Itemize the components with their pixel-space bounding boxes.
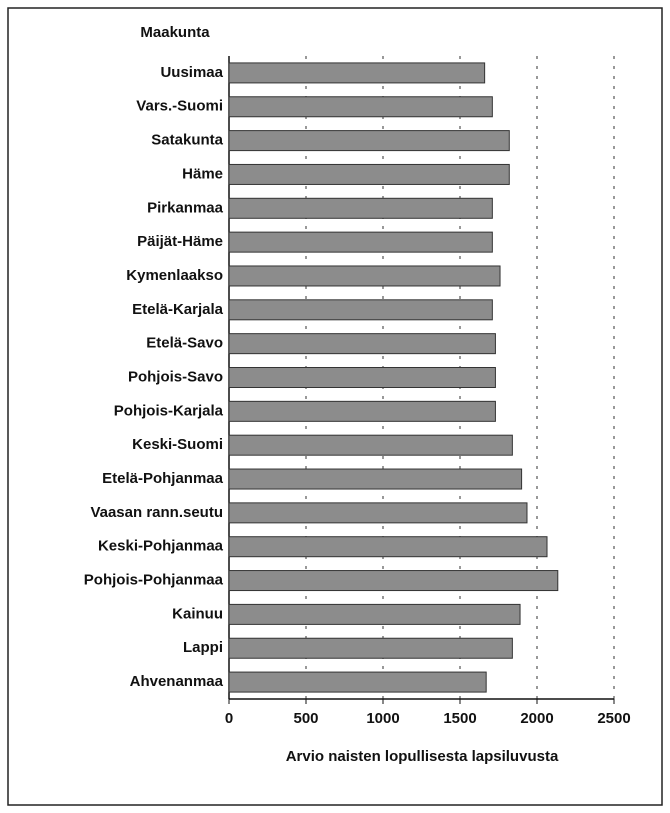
y-tick-label: Pirkanmaa (147, 199, 224, 216)
bar (228, 502, 528, 524)
bar (228, 603, 521, 625)
y-tick-label: Satakunta (151, 132, 223, 149)
bar (228, 163, 510, 185)
bar (228, 265, 501, 287)
bar (228, 570, 559, 592)
y-tick-label: Pohjois-Savo (128, 368, 223, 385)
y-tick-label: Etelä-Pohjanmaa (102, 470, 224, 487)
bar (228, 96, 493, 118)
x-tick-label: 1000 (366, 710, 399, 727)
bar (228, 333, 496, 355)
y-tick-label: Keski-Suomi (132, 436, 223, 453)
y-tick-label: Päijät-Häme (137, 233, 223, 250)
x-tick-label: 500 (293, 710, 318, 727)
y-tick-label: Häme (182, 165, 223, 182)
y-tick-label: Uusimaa (160, 64, 223, 81)
bar (228, 400, 496, 422)
bar (228, 468, 523, 490)
y-axis-label: Maakunta (140, 24, 210, 41)
y-tick-label: Vars.-Suomi (136, 98, 223, 115)
x-tick-label: 0 (225, 710, 233, 727)
y-tick-label: Ahvenanmaa (130, 673, 224, 690)
bar (228, 434, 513, 456)
x-tick-label: 1500 (443, 710, 476, 727)
bar (228, 299, 493, 321)
bar (228, 231, 493, 253)
x-tick-label: 2000 (520, 710, 553, 727)
y-tick-label: Etelä-Savo (146, 335, 223, 352)
y-tick-label: Etelä-Karjala (132, 301, 224, 318)
y-tick-label: Kainuu (172, 605, 223, 622)
bar (228, 62, 486, 84)
x-axis-label: Arvio naisten lopullisesta lapsiluvusta (286, 748, 559, 765)
bar (228, 536, 548, 558)
bar (228, 367, 496, 388)
y-tick-label: Lappi (183, 639, 223, 656)
bar (228, 671, 487, 693)
y-tick-label: Pohjois-Karjala (114, 402, 224, 419)
bar (228, 637, 513, 659)
bar (228, 130, 510, 152)
y-tick-label: Pohjois-Pohjanmaa (84, 572, 224, 589)
bar (228, 197, 493, 219)
y-tick-label: Vaasan rann.seutu (90, 504, 223, 521)
y-tick-label: Keski-Pohjanmaa (98, 538, 224, 555)
x-tick-label: 2500 (597, 710, 630, 727)
y-tick-label: Kymenlaakso (126, 267, 223, 284)
